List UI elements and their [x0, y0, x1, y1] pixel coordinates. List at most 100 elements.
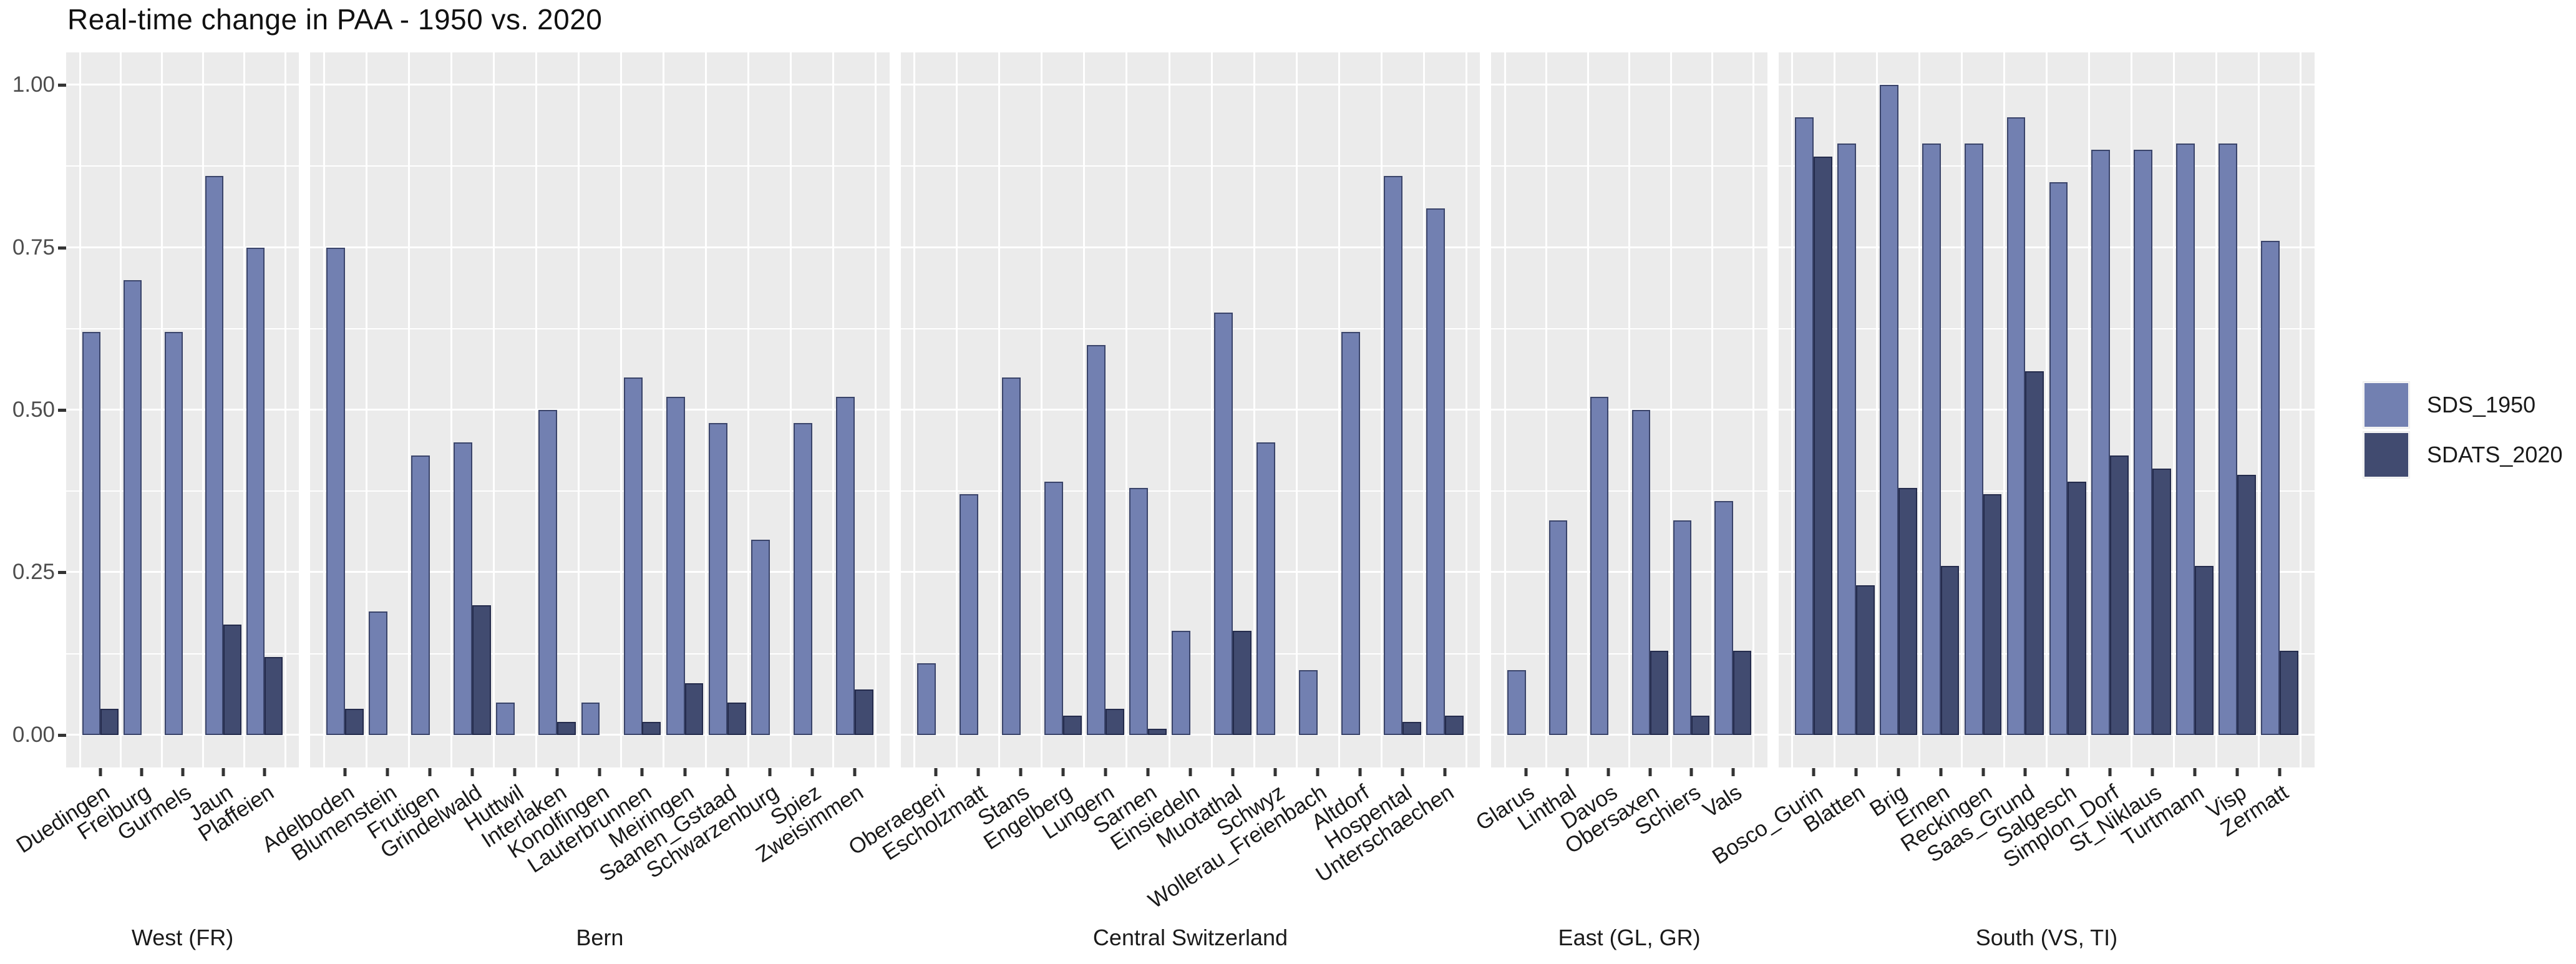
bar-sds-1950: [2134, 150, 2153, 735]
gridline-vertical: [1752, 52, 1755, 767]
legend-color-swatch: [2363, 431, 2410, 479]
bar-sds-1950: [1341, 332, 1361, 735]
x-axis-label: Vals: [1698, 780, 1746, 823]
x-tick-mark: [1273, 768, 1277, 776]
legend-color-swatch: [2363, 381, 2410, 429]
bar-sds-1950: [1922, 143, 1941, 735]
bar-sds-1950: [1087, 344, 1106, 735]
bar-sds-1950: [1794, 117, 1814, 735]
bar-sds-1950: [1299, 669, 1318, 735]
bar-sds-1950: [835, 397, 855, 735]
gridline-major: [66, 84, 299, 86]
plot-panels: Duedingen Freiburg Gurmels Jaun Plaffeien Wes…: [12, 52, 2315, 950]
gridline-vertical: [1210, 52, 1213, 767]
gridline-major: [310, 84, 890, 86]
gridline-major: [900, 571, 1480, 573]
x-tick-mark: [99, 768, 102, 776]
bar-sds-1950: [205, 175, 224, 735]
gridline-vertical: [284, 52, 286, 767]
gridline-vertical: [2088, 52, 2090, 767]
bar-sdats-2020: [1062, 715, 1082, 735]
bar-group-vals: Vals: [1699, 52, 1755, 822]
gridline-vertical: [956, 52, 958, 767]
bar-sds-1950: [1673, 520, 1692, 735]
bar-sds-1950: [1384, 175, 1403, 735]
gridline-vertical: [2003, 52, 2005, 767]
x-tick-mark: [2235, 768, 2239, 776]
y-tick-mark: [58, 571, 66, 575]
facet-panel-east-gl-gr-: Glarus Linthal Davos Obersaxen Schiers Vals Ea…: [1472, 52, 1767, 950]
gridline-vertical: [663, 52, 665, 767]
gridline-minor: [310, 165, 890, 167]
category-slots: Bosco_Gurin Blatten Brig Ernen Reckingen Saas…: [1708, 52, 2315, 872]
gridline-major: [900, 84, 1480, 86]
x-tick-mark: [470, 768, 474, 776]
bar-group-huttwil: Huttwil: [460, 52, 536, 836]
gridline-major: [310, 409, 890, 411]
gridline-major: [900, 246, 1480, 248]
bar-sdats-2020: [727, 702, 746, 735]
x-tick-mark: [640, 768, 644, 776]
y-tick-label: 1.00: [12, 72, 55, 97]
y-tick-label: 0.75: [12, 235, 55, 260]
gridline-major: [310, 246, 890, 248]
gridline-vertical: [1253, 52, 1255, 767]
bar-group-altdorf: Altdorf: [1307, 52, 1381, 835]
bar-sdats-2020: [2025, 371, 2044, 735]
gridline-vertical: [1628, 52, 1631, 767]
bar-sds-1950: [1714, 500, 1733, 735]
gridline-vertical: [1876, 52, 1879, 767]
bar-sds-1950: [708, 422, 727, 735]
gridline-vertical: [1168, 52, 1170, 767]
bar-group-blumenstein: Blumenstein: [287, 52, 409, 866]
bar-sds-1950: [1001, 377, 1021, 735]
gridline-vertical: [2257, 52, 2260, 767]
bar-sdats-2020: [265, 656, 283, 735]
gridline-vertical: [1504, 52, 1506, 767]
bar-group-saanen-gstaad: Saanen_Gstaad: [595, 52, 749, 886]
bar-sds-1950: [1129, 488, 1148, 735]
x-tick-mark: [221, 768, 225, 776]
bar-group-frutigen: Frutigen: [363, 52, 451, 844]
y-tick-mark: [58, 246, 66, 250]
bar-group-zermatt: Zermatt: [2217, 52, 2302, 841]
gridline-vertical: [1338, 52, 1340, 767]
bar-sds-1950: [2091, 150, 2111, 735]
bar-sdats-2020: [2195, 566, 2214, 735]
bar-group-interlaken: Interlaken: [477, 52, 578, 852]
bar-sds-1950: [581, 702, 600, 735]
gridline-vertical: [365, 52, 367, 767]
bar-group-schwarzenburg: Schwarzenburg: [643, 52, 791, 883]
bar-sds-1950: [1879, 85, 1898, 735]
bar-group-obersaxen: Obersaxen: [1560, 52, 1671, 859]
bar-sds-1950: [1590, 397, 1609, 735]
x-tick-mark: [1812, 768, 1815, 776]
x-tick-mark: [768, 768, 772, 776]
bar-sdats-2020: [1445, 715, 1464, 735]
bar-group-zweisimmen: Zweisimmen: [752, 52, 877, 867]
y-tick-label: 0.25: [12, 560, 55, 585]
gridline-vertical: [1422, 52, 1425, 767]
bar-group-escholzmatt: Escholzmatt: [878, 52, 999, 865]
bar-sdats-2020: [1940, 566, 1960, 735]
category-slots: Adelboden Blumenstein Frutigen Grindelwald H…: [258, 52, 890, 886]
bar-sds-1950: [123, 280, 142, 735]
bar-sds-1950: [793, 422, 812, 735]
x-tick-mark: [683, 768, 687, 776]
x-tick-mark: [1358, 768, 1362, 776]
x-tick-mark: [598, 768, 601, 776]
gridline-vertical: [1380, 52, 1383, 767]
bar-sds-1950: [1214, 312, 1233, 735]
x-tick-mark: [853, 768, 857, 776]
bar-sds-1950: [82, 332, 100, 735]
bar-sdats-2020: [1733, 650, 1751, 735]
bar-sds-1950: [454, 442, 473, 735]
x-tick-mark: [1524, 768, 1528, 776]
x-tick-mark: [1897, 768, 1900, 776]
legend-item: SDS_1950: [2363, 381, 2562, 429]
bar-sds-1950: [1964, 143, 1983, 735]
bar-sdats-2020: [2152, 468, 2172, 735]
gridline-vertical: [620, 52, 622, 767]
x-tick-mark: [140, 768, 143, 776]
bar-sdats-2020: [2110, 455, 2129, 735]
